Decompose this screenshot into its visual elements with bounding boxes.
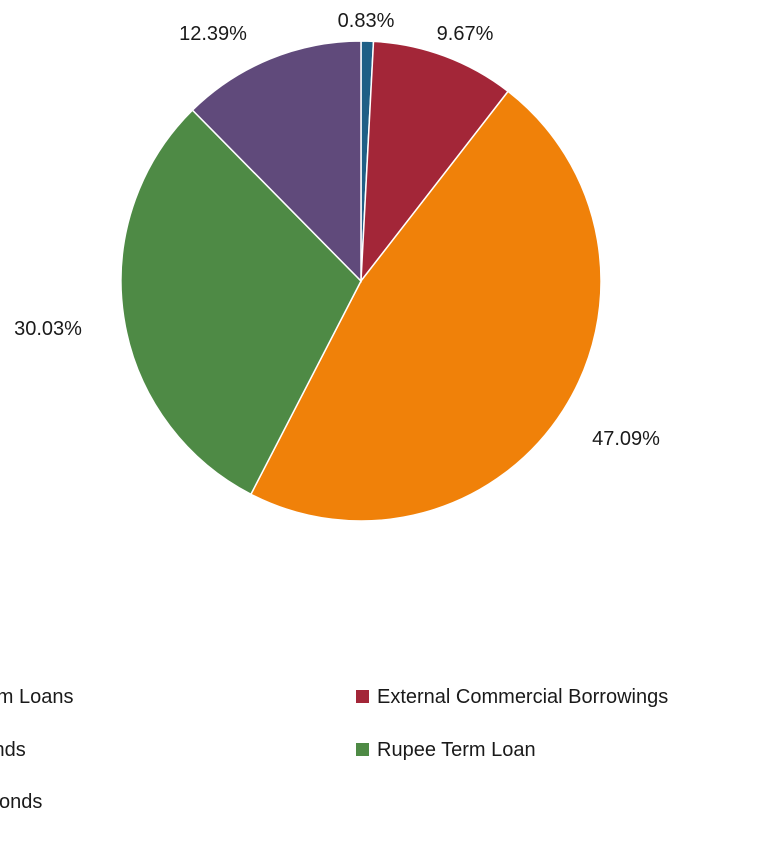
slice-label-2: 47.09% — [592, 428, 660, 450]
legend-item-2: Bonds — [0, 739, 26, 761]
slice-label-0: 0.83% — [338, 10, 395, 32]
legend-item-0: erm Loans — [0, 686, 74, 708]
slice-label-1: 9.67% — [437, 23, 494, 45]
legend-label-0: erm Loans — [0, 686, 74, 708]
pie-labels: 0.83% 9.67% 47.09% 30.03% 12.39% — [14, 10, 660, 450]
pie-slice-2 — [249, 90, 602, 522]
legend-label-1: External Commercial Borrowings — [377, 686, 668, 708]
legend-item-3: Rupee Term Loan — [356, 739, 536, 761]
legend-label-2: Bonds — [0, 739, 26, 761]
legend-label-3: Rupee Term Loan — [377, 739, 536, 761]
pie-slice-1 — [360, 40, 510, 284]
chart-legend: erm Loans External Commercial Borrowings B… — [0, 686, 668, 813]
legend-item-4: e Bonds — [0, 791, 42, 813]
slice-label-4: 12.39% — [179, 23, 247, 45]
legend-swatch-1 — [356, 690, 369, 703]
legend-swatch-3 — [356, 743, 369, 756]
legend-item-1: External Commercial Borrowings — [356, 686, 668, 708]
pie-slices — [120, 40, 602, 522]
slice-label-3: 30.03% — [14, 318, 82, 340]
pie-slice-3 — [120, 109, 362, 496]
legend-label-4: e Bonds — [0, 791, 42, 813]
pie-slice-4 — [191, 40, 362, 283]
